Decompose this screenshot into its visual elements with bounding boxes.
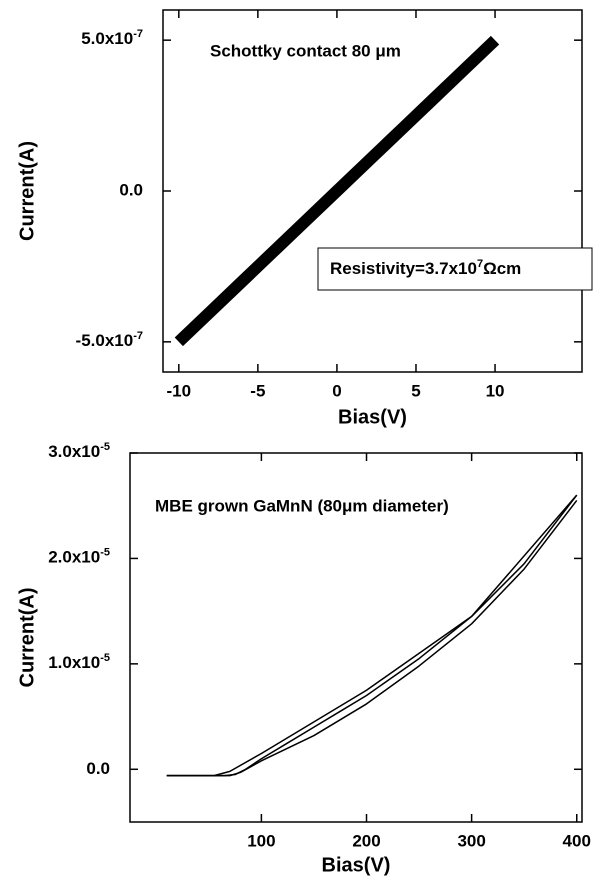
annotation-box bbox=[317, 247, 593, 291]
x-tick-label: 300 bbox=[457, 831, 485, 850]
x-tick-label: 200 bbox=[352, 831, 380, 850]
x-tick-label: 400 bbox=[563, 831, 591, 850]
x-tick-label: -10 bbox=[167, 381, 192, 400]
data-line bbox=[166, 494, 578, 777]
plot-frame bbox=[129, 452, 583, 823]
x-axis-title: Bias(V) bbox=[338, 406, 407, 428]
y-tick-label: 1.0x10-5 bbox=[48, 652, 110, 673]
y-tick-label: -5.0x10-7 bbox=[76, 330, 143, 351]
x-tick-label: 100 bbox=[247, 831, 275, 850]
x-tick-label: -5 bbox=[250, 381, 265, 400]
data-line bbox=[166, 499, 578, 777]
x-tick-label: 10 bbox=[486, 381, 505, 400]
x-tick-label: 5 bbox=[411, 381, 420, 400]
x-axis-title: Bias(V) bbox=[322, 854, 391, 876]
data-line bbox=[166, 494, 578, 777]
annotation: MBE grown GaMnN (80μm diameter) bbox=[155, 496, 449, 515]
y-axis-title: Current(A) bbox=[16, 588, 38, 688]
annotation: Resistivity=3.7x107Ωcm bbox=[330, 258, 521, 279]
y-axis-title: Current(A) bbox=[16, 141, 38, 241]
y-tick-label: 5.0x10-7 bbox=[81, 28, 143, 49]
y-tick-label: 0.0 bbox=[86, 759, 110, 778]
plot-frame bbox=[162, 9, 583, 373]
y-tick-label: 3.0x10-5 bbox=[48, 441, 110, 462]
y-tick-label: 0.0 bbox=[119, 180, 143, 199]
y-tick-label: 2.0x10-5 bbox=[48, 546, 110, 567]
data-line bbox=[174, 35, 500, 347]
annotation: Schottky contact 80 μm bbox=[210, 41, 401, 60]
x-tick-label: 0 bbox=[332, 381, 341, 400]
